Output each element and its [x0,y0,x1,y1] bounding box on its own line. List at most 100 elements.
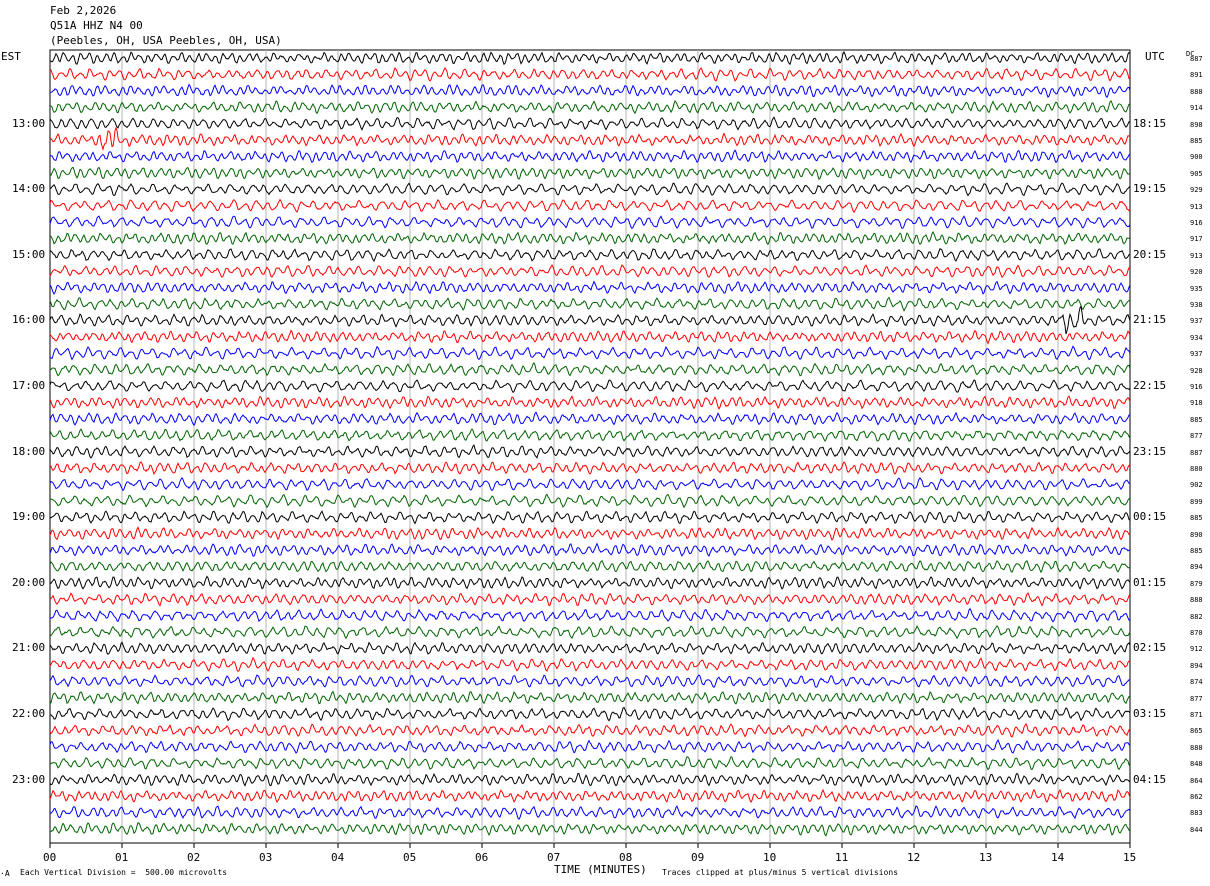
right-hour-label: 21:15 [1133,313,1167,327]
trace-row-0 [49,50,1131,66]
dc-offset-value: 916 [1190,219,1203,227]
dc-offset-value: 937 [1190,350,1203,359]
trace-row-19 [49,362,1131,377]
trace-row-17 [49,329,1131,345]
x-tick-label: 11 [835,851,849,864]
x-tick-label: 14 [1051,851,1065,864]
x-tick-label: 10 [763,851,777,864]
trace-row-29 [49,526,1131,541]
left-hour-label: 14:00 [12,182,46,196]
dc-offset-value: 885 [1190,137,1203,145]
x-tick-label: 13 [979,851,993,864]
dc-offset-value: 887 [1190,55,1203,63]
x-tick-label: 09 [691,851,705,864]
dc-offset-value: 934 [1190,333,1203,342]
dc-offset-value: 862 [1190,793,1203,801]
trace-row-13 [49,263,1131,279]
trace-row-35 [49,624,1131,640]
right-hour-label: 04:15 [1133,772,1167,786]
plot-frame [49,49,1131,844]
right-hour-label: 19:15 [1133,182,1167,196]
trace-row-23 [49,428,1131,442]
trace-row-12 [49,248,1131,263]
x-tick-label: 15 [1123,851,1137,864]
trace-row-26 [49,477,1131,492]
dc-offset-value: 885 [1190,547,1203,555]
trace-row-16 [49,305,1131,335]
dc-offset-value: 888 [1190,87,1203,96]
x-axis-title: TIME (MINUTES) [554,863,647,876]
x-tick-label: 02 [187,851,201,864]
right-timezone-label: UTC [1145,50,1165,63]
dc-offset-value: 929 [1190,186,1203,195]
footer-mark: ·A [0,869,10,878]
right-hour-label: 01:15 [1133,575,1167,589]
x-tick-label: 03 [259,851,273,864]
left-hour-label: 23:00 [12,772,46,786]
dc-offset-value: 890 [1190,530,1203,539]
dc-offset-value: 900 [1190,153,1203,162]
trace-row-39 [49,690,1131,705]
dc-offset-value: 913 [1190,251,1203,260]
dc-offset-value: 848 [1190,760,1203,769]
trace-row-9 [49,198,1131,214]
dc-offset-value: 905 [1190,169,1203,178]
trace-row-36 [49,641,1131,656]
dc-offset-value: 917 [1190,235,1203,244]
right-hour-label: 22:15 [1133,379,1167,392]
dc-offset-value: 937 [1190,317,1203,326]
trace-row-4 [49,116,1131,131]
dc-offset-value: 898 [1190,120,1203,129]
dc-offset-value: 920 [1190,268,1203,277]
trace-row-43 [49,756,1131,771]
trace-row-28 [49,510,1131,525]
left-hour-label: 22:00 [12,707,46,720]
x-tick-label: 12 [907,851,921,864]
footer-clipped-note: Traces clipped at plus/minus 5 vertical … [662,868,899,877]
dc-offset-value: 888 [1190,743,1203,752]
trace-row-44 [49,772,1131,788]
left-hour-label: 15:00 [12,247,46,261]
trace-row-22 [49,411,1131,427]
trace-row-34 [49,607,1131,623]
dc-offset-value: 894 [1190,661,1203,670]
dc-offset-value: 844 [1190,825,1203,834]
dc-offset-value: 887 [1190,448,1203,457]
x-tick-label: 00 [43,851,57,864]
dc-offset-value: 935 [1190,284,1203,293]
x-tick-label: 07 [547,851,561,864]
trace-row-14 [49,280,1131,296]
dc-offset-value: 938 [1190,301,1203,309]
trace-row-38 [49,674,1131,689]
right-hour-label: 03:15 [1133,707,1167,720]
x-tick-label: 04 [331,851,345,864]
left-hour-label: 16:00 [12,313,46,327]
dc-offset-value: 883 [1190,809,1203,818]
x-tick-label: 06 [475,851,489,864]
left-hour-label: 19:00 [12,510,46,524]
right-hour-label: 23:15 [1133,444,1167,458]
dc-offset-value: 928 [1190,366,1203,375]
trace-row-45 [49,788,1131,804]
dc-offset-value: 918 [1190,399,1203,408]
left-hour-label: 18:00 [12,444,46,458]
trace-row-2 [49,83,1131,99]
dc-offset-value: 864 [1190,776,1203,785]
trace-row-47 [50,822,1131,837]
trace-row-40 [49,706,1131,722]
trace-row-20 [49,379,1131,394]
right-hour-label: 02:15 [1133,641,1167,655]
trace-row-25 [49,461,1131,476]
dc-column-label: DC [1186,50,1195,58]
trace-row-3 [49,100,1131,115]
trace-row-27 [49,493,1131,509]
dc-offset-value: 916 [1190,383,1203,391]
dc-offset-value: 894 [1190,563,1203,572]
trace-row-32 [49,575,1131,590]
x-tick-label: 05 [403,851,417,864]
trace-row-30 [49,542,1131,557]
left-hour-label: 17:00 [12,379,46,392]
footer-division: Each Vertical Division = 500.00 microvol… [20,868,228,877]
dc-offset-value: 885 [1190,514,1203,523]
trace-row-37 [49,656,1131,673]
